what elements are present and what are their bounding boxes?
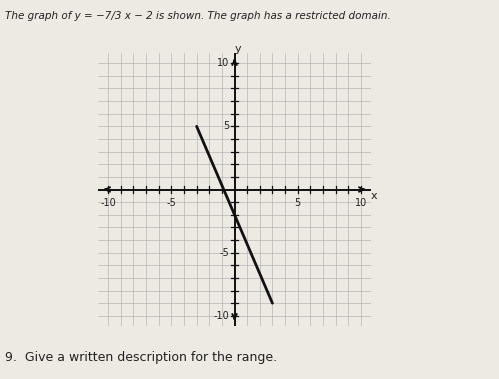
Text: -5: -5 — [167, 198, 176, 208]
Text: 10: 10 — [355, 198, 367, 208]
Text: y: y — [235, 44, 242, 54]
Text: -10: -10 — [214, 311, 230, 321]
Text: -10: -10 — [100, 198, 116, 208]
Text: 5: 5 — [294, 198, 301, 208]
Text: The graph of y = −7/3 x − 2 is shown. The graph has a restricted domain.: The graph of y = −7/3 x − 2 is shown. Th… — [5, 11, 391, 21]
Text: x: x — [371, 191, 378, 201]
Text: 5: 5 — [223, 121, 230, 132]
Text: 9.  Give a written description for the range.: 9. Give a written description for the ra… — [5, 351, 277, 364]
Text: 10: 10 — [217, 58, 230, 68]
Text: -5: -5 — [220, 247, 230, 258]
